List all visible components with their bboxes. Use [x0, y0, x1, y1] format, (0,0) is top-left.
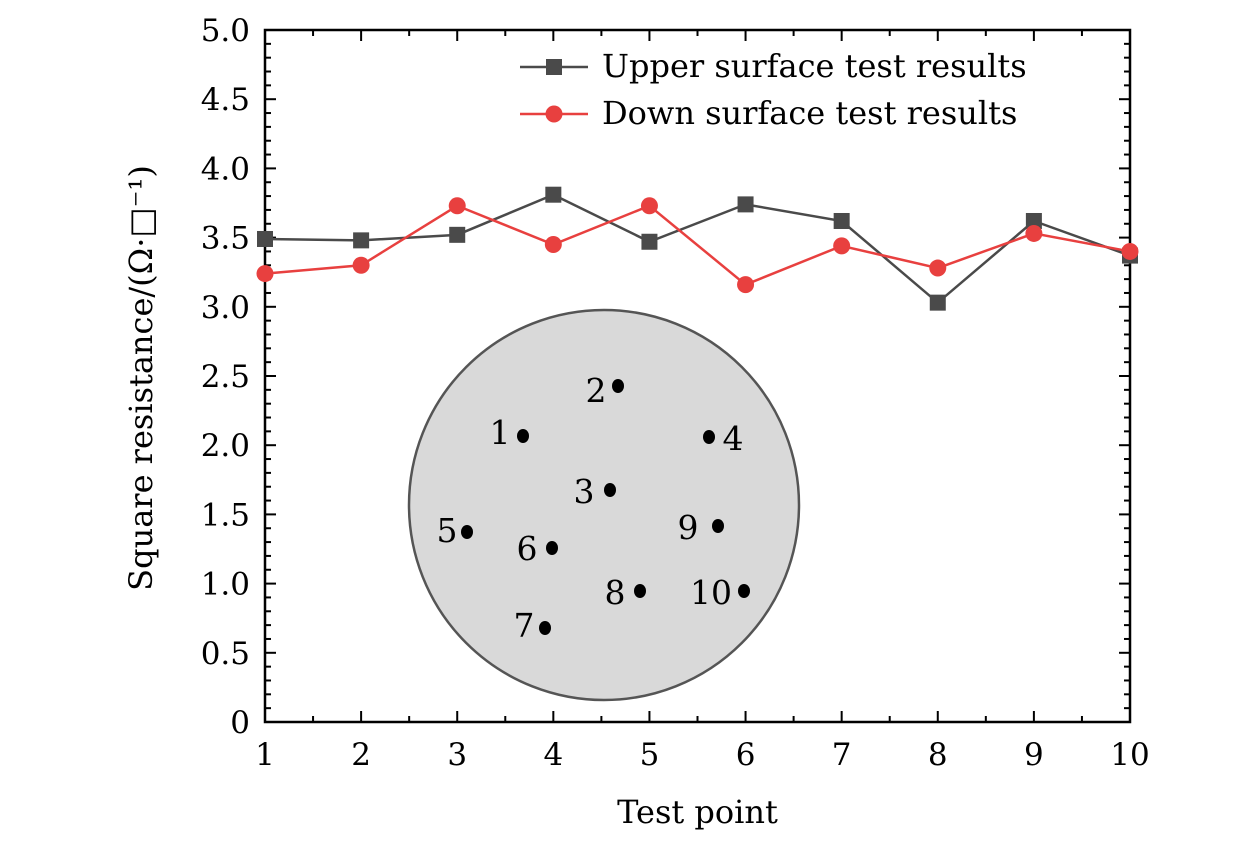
inset-dot-5: [461, 525, 473, 539]
inset-dot-8: [634, 584, 646, 598]
y-tick-label: 4.5: [201, 82, 250, 118]
inset-dot-10: [738, 584, 750, 598]
series-point: [544, 236, 562, 254]
legend: Upper surface test results Down surface t…: [520, 47, 1027, 132]
sample-inset-diagram: 1 2 3 4 5 6 7 8 9 10: [407, 308, 801, 702]
inset-point-label-10: 10: [690, 573, 732, 612]
series-point: [641, 233, 658, 250]
y-tick-label: 0.5: [201, 636, 250, 672]
y-axis-title: Square resistance/(Ω·□⁻¹): [122, 165, 160, 591]
x-tick-label: 4: [543, 737, 563, 773]
series-point: [352, 256, 370, 274]
y-tick-label: 4.0: [201, 151, 250, 187]
inset-point-label-7: 7: [514, 606, 535, 645]
series-point: [1121, 242, 1139, 260]
y-tick-label: 1.5: [201, 497, 250, 533]
series-point: [833, 212, 850, 229]
inset-point-label-6: 6: [517, 529, 538, 568]
x-tick-label: 2: [351, 737, 371, 773]
y-tick-label: 5.0: [201, 13, 250, 49]
x-tick-label: 6: [736, 737, 756, 773]
x-tick-label: 10: [1110, 737, 1149, 773]
series-point: [640, 197, 658, 215]
series-point: [353, 232, 370, 249]
x-tick-label: 3: [447, 737, 467, 773]
sample-disc: [407, 308, 801, 702]
series-point: [545, 186, 562, 203]
series-point: [737, 276, 755, 294]
series-point: [449, 226, 466, 243]
series-point: [929, 259, 947, 277]
inset-point-label-5: 5: [437, 511, 458, 550]
inset-point-label-4: 4: [723, 419, 744, 458]
inset-point-label-3: 3: [574, 472, 595, 511]
y-tick-label: 1.0: [201, 567, 250, 603]
y-tick-label: 3.0: [201, 290, 250, 326]
inset-point-label-9: 9: [678, 508, 699, 547]
y-tick-label: 2.0: [201, 428, 250, 464]
x-tick-label: 7: [832, 737, 852, 773]
x-tick-label: 1: [255, 737, 275, 773]
plot-series: [256, 186, 1139, 311]
series-down: [256, 197, 1139, 294]
inset-dot-3: [604, 483, 616, 497]
inset-dot-2: [612, 379, 624, 393]
inset-dot-4: [703, 430, 715, 444]
x-tick-label: 5: [640, 737, 660, 773]
y-tick-label: 0: [230, 705, 250, 741]
series-point: [833, 237, 851, 255]
x-tick-label: 9: [1024, 737, 1044, 773]
y-tick-label: 2.5: [201, 359, 250, 395]
series-point: [448, 197, 466, 215]
inset-dot-7: [539, 621, 551, 635]
series-line: [264, 204, 1131, 287]
series-point: [257, 230, 273, 247]
x-axis-title: Test point: [617, 793, 778, 831]
series-point: [737, 196, 754, 213]
series-point: [1025, 224, 1043, 242]
inset-point-label-2: 2: [586, 371, 607, 410]
series-point: [929, 294, 946, 311]
inset-dot-1: [517, 429, 529, 443]
inset-dot-9: [712, 519, 724, 533]
series-point: [1025, 212, 1042, 229]
legend-marker: [545, 105, 563, 123]
series-line: [264, 193, 1131, 305]
inset-point-label-8: 8: [605, 573, 626, 612]
x-tick-label: 8: [928, 737, 948, 773]
series-point: [256, 265, 274, 283]
plot-axes: 1 2 3 4 5 6 7 8 9 10 0 0.5 1.0 1.5 2.0 2.5 3.0 3.5 4.0 4.5 5…: [122, 13, 1150, 831]
y-tick-label: 3.5: [201, 221, 250, 257]
inset-point-label-1: 1: [490, 413, 511, 452]
legend-marker: [546, 59, 562, 75]
inset-dot-6: [546, 541, 558, 555]
legend-label: Down surface test results: [602, 94, 1017, 132]
legend-label: Upper surface test results: [602, 47, 1027, 85]
